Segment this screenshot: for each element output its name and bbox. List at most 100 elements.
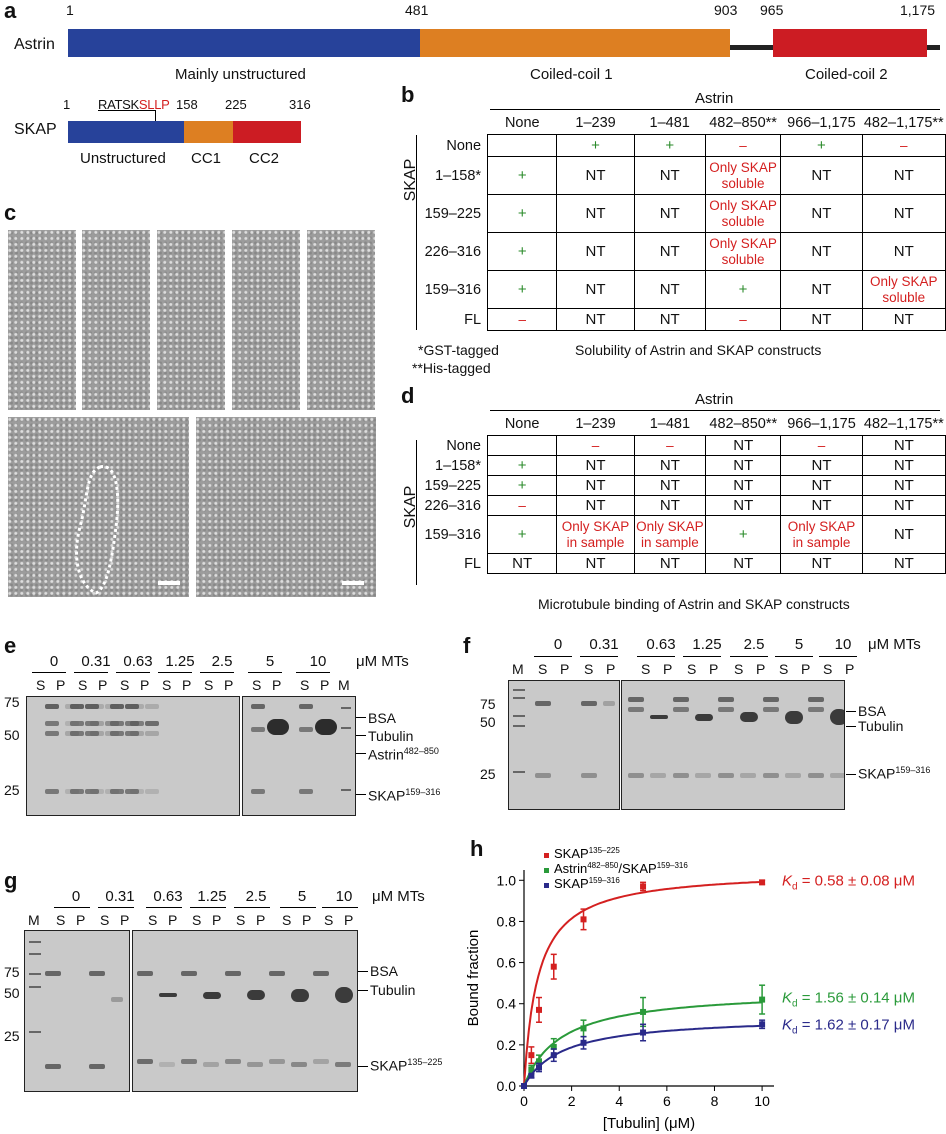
data-point — [550, 963, 557, 970]
band-tubulin-s — [628, 707, 644, 712]
label-skap-text: SKAP — [368, 787, 406, 804]
band-tubulin-s — [763, 707, 779, 712]
legend-entry: Astrin482–850/SKAP159–316 — [554, 861, 688, 876]
band-tubulin-p — [830, 709, 844, 725]
data-point — [580, 1039, 587, 1046]
band-tubulin-p — [159, 993, 177, 997]
band-skap — [45, 789, 59, 794]
lane-s: S — [641, 661, 651, 677]
binding-cell: Only SKAP in sample — [780, 515, 863, 554]
lane-s: S — [192, 912, 202, 928]
solubility-cell: NT — [633, 156, 706, 195]
x-tick-label: 0 — [520, 1093, 528, 1109]
table-d-caption: Microtubule binding of Astrin and SKAP c… — [538, 596, 850, 612]
astrin-tick-481: 481 — [405, 2, 429, 18]
solubility-cell: NT — [633, 194, 706, 233]
binding-col-header: None — [504, 416, 540, 432]
data-point — [536, 1058, 542, 1065]
marker-band — [513, 689, 525, 691]
binding-cell: NT — [633, 553, 707, 574]
band-skap-p — [830, 773, 844, 778]
marker-band — [29, 941, 41, 943]
band-pointer — [358, 971, 368, 972]
band-astrin — [299, 727, 313, 732]
lane-m: M — [28, 912, 40, 928]
band-bsa — [251, 704, 265, 709]
band-tubulin-p — [247, 990, 265, 1000]
binding-grid: None 1–239 1–481 482–850** 966–1,175 482–1,17… — [420, 413, 946, 574]
band-bsa — [763, 697, 779, 702]
lane-s: S — [148, 912, 158, 928]
band-skap-p — [335, 1062, 351, 1067]
band-pointer — [356, 735, 366, 736]
conc-label: 10 — [834, 636, 852, 653]
solubility-cell: NT — [633, 232, 706, 271]
band-tubulin-pellet — [315, 719, 337, 735]
band-skap-s — [137, 1059, 153, 1064]
band-tubulin-p — [335, 987, 353, 1003]
band-bsa — [181, 971, 197, 976]
data-point — [580, 916, 587, 923]
band-bsa — [581, 701, 597, 706]
solubility-cell: NT — [861, 194, 946, 233]
conc-bar — [819, 656, 857, 657]
panel-h-label: h — [470, 836, 484, 861]
unit-label: μM MTs — [868, 636, 921, 653]
solubility-table: None 1–239 1–481 482–850** 966–1,175 482–1,17… — [420, 112, 946, 331]
conc-label: 10 — [309, 653, 327, 670]
solubility-cell: + — [487, 232, 558, 271]
marker-label: 25 — [480, 766, 496, 782]
conc-bar — [534, 656, 572, 657]
data-point — [759, 996, 766, 1003]
lane-p: P — [344, 912, 354, 928]
lane-p: P — [302, 912, 312, 928]
skap-motif-tick — [155, 110, 156, 122]
label-skap: SKAP159–316 — [368, 787, 440, 804]
lane-p: P — [845, 661, 855, 677]
conc-bar — [74, 672, 108, 673]
binding-row-header: 159–316 — [424, 526, 481, 543]
lane-s: S — [584, 661, 594, 677]
conc-label: 5 — [794, 636, 804, 653]
conc-label: 2.5 — [211, 653, 233, 670]
data-point — [759, 879, 766, 886]
data-point — [550, 1052, 557, 1059]
table-d-row-axis-line — [416, 440, 417, 585]
astrin-cc2-domain — [773, 29, 927, 57]
lane-p: P — [98, 677, 108, 693]
marker-label: 75 — [4, 694, 20, 710]
footnote-gst: *GST-tagged — [418, 342, 499, 358]
legend-marker — [544, 883, 549, 888]
band-skap — [628, 773, 644, 778]
band-bsa — [535, 701, 551, 706]
band-astrin — [70, 731, 84, 736]
lane-s: S — [100, 912, 110, 928]
em-image-1 — [8, 230, 76, 410]
lane-p: P — [560, 661, 570, 677]
binding-cell: + — [486, 515, 558, 554]
conc-bar — [637, 656, 675, 657]
conc-bar — [146, 907, 182, 908]
gel-f-part2 — [621, 680, 845, 810]
solubility-cell: NT — [556, 270, 635, 309]
solubility-col-header: 966–1,175 — [787, 115, 856, 131]
binding-cell: NT — [861, 455, 946, 476]
marker-band — [341, 707, 351, 709]
label-astrin-sup: 482–850 — [403, 746, 439, 756]
binding-cell: Only SKAP in sample — [556, 515, 635, 554]
label-tubulin-text: Tubulin — [368, 728, 414, 744]
band-tubulin-p — [650, 715, 668, 719]
conc-label: 0.31 — [81, 653, 111, 670]
em-image-7 — [196, 417, 376, 597]
lane-s: S — [56, 912, 66, 928]
band-bsa — [85, 704, 99, 709]
solubility-cell: NT — [556, 156, 635, 195]
conc-label: 0 — [49, 653, 59, 670]
em-image-4 — [232, 230, 300, 410]
solubility-cell: + — [487, 194, 558, 233]
binding-row-header: None — [446, 437, 481, 454]
panel-a-label: a — [4, 0, 17, 23]
binding-cell: Only SKAP in sample — [633, 515, 707, 554]
band-tubulin-s — [673, 707, 689, 712]
